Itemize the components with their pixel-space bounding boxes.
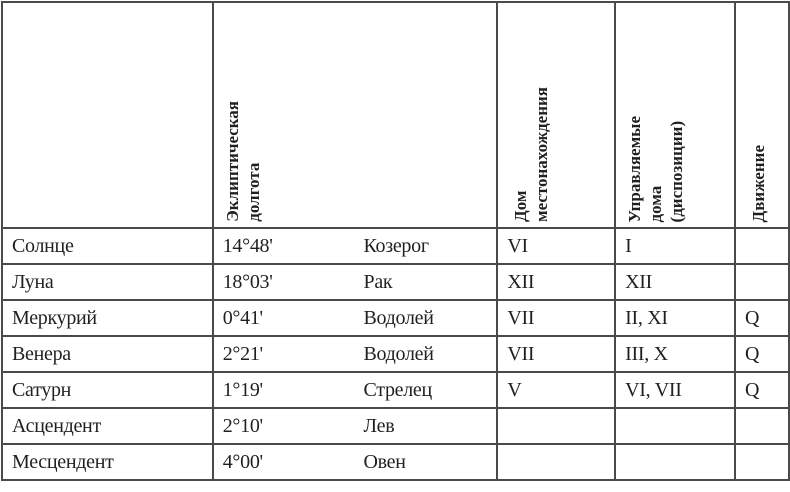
header-longitude: Эклиптическая долгота	[211, 1, 499, 229]
planet-positions-table: Эклиптическая долгота Дом местонахождени…	[1, 1, 790, 481]
cell-sign: Водолей	[357, 335, 499, 373]
cell-ruled: VI, VII	[614, 371, 737, 409]
cell-degree: 14°48'	[211, 227, 358, 265]
header-line: Движение	[749, 144, 769, 222]
table-row: Солнце 14°48' Козерог VI I	[1, 227, 790, 265]
cell-motion	[734, 263, 790, 301]
cell-sign: Водолей	[357, 299, 499, 337]
table-row: Сатурн 1°19' Стрелец V VI, VII Q	[1, 371, 790, 409]
table-row: Асцендент 2°10' Лев	[1, 407, 790, 445]
cell-sign: Стрелец	[357, 371, 499, 409]
cell-ruled: III, X	[614, 335, 737, 373]
cell-degree: 0°41'	[211, 299, 358, 337]
cell-degree: 4°00'	[211, 443, 358, 481]
cell-planet: Меркурий	[1, 299, 214, 337]
cell-motion: Q	[734, 299, 790, 337]
cell-motion	[734, 227, 790, 265]
header-line: долгота	[243, 162, 263, 222]
cell-house: XII	[496, 263, 617, 301]
cell-degree: 2°10'	[211, 407, 358, 445]
header-line: местонахождения	[532, 87, 552, 222]
cell-house: VII	[496, 299, 617, 337]
cell-sign: Козерог	[357, 227, 499, 265]
cell-planet: Сатурн	[1, 371, 214, 409]
cell-sign: Лев	[357, 407, 499, 445]
cell-sign: Овен	[357, 443, 499, 481]
cell-planet: Венера	[1, 335, 214, 373]
cell-house: V	[496, 371, 617, 409]
header-line: Управляемые	[625, 115, 645, 222]
cell-planet: Луна	[1, 263, 214, 301]
header-planet	[1, 1, 214, 229]
cell-degree: 2°21'	[211, 335, 358, 373]
header-house: Дом местонахождения	[496, 1, 617, 229]
header-line: дома	[646, 185, 666, 222]
cell-motion: Q	[734, 371, 790, 409]
cell-house	[496, 443, 617, 481]
cell-sign: Рак	[357, 263, 499, 301]
cell-house: VI	[496, 227, 617, 265]
table-row: Луна 18°03' Рак XII XII	[1, 263, 790, 301]
cell-motion: Q	[734, 335, 790, 373]
table-row: Меркурий 0°41' Водолей VII II, XI Q	[1, 299, 790, 337]
header-line: Эклиптическая	[222, 101, 242, 222]
cell-ruled: XII	[614, 263, 737, 301]
table-row: Месцендент 4°00' Овен	[1, 443, 790, 481]
cell-degree: 18°03'	[211, 263, 358, 301]
cell-motion	[734, 443, 790, 481]
header-line: Дом	[511, 190, 531, 222]
header-motion: Движение	[734, 1, 790, 229]
cell-ruled	[614, 443, 737, 481]
cell-motion	[734, 407, 790, 445]
header-row: Эклиптическая долгота Дом местонахождени…	[1, 1, 790, 229]
cell-house: VII	[496, 335, 617, 373]
cell-planet: Солнце	[1, 227, 214, 265]
cell-degree: 1°19'	[211, 371, 358, 409]
cell-house	[496, 407, 617, 445]
header-ruled-houses: Управляемые дома (диспозиции)	[614, 1, 737, 229]
cell-ruled	[614, 407, 737, 445]
header-line: (диспозиции)	[667, 120, 687, 222]
cell-ruled: I	[614, 227, 737, 265]
cell-planet: Месцендент	[1, 443, 214, 481]
cell-planet: Асцендент	[1, 407, 214, 445]
cell-ruled: II, XI	[614, 299, 737, 337]
